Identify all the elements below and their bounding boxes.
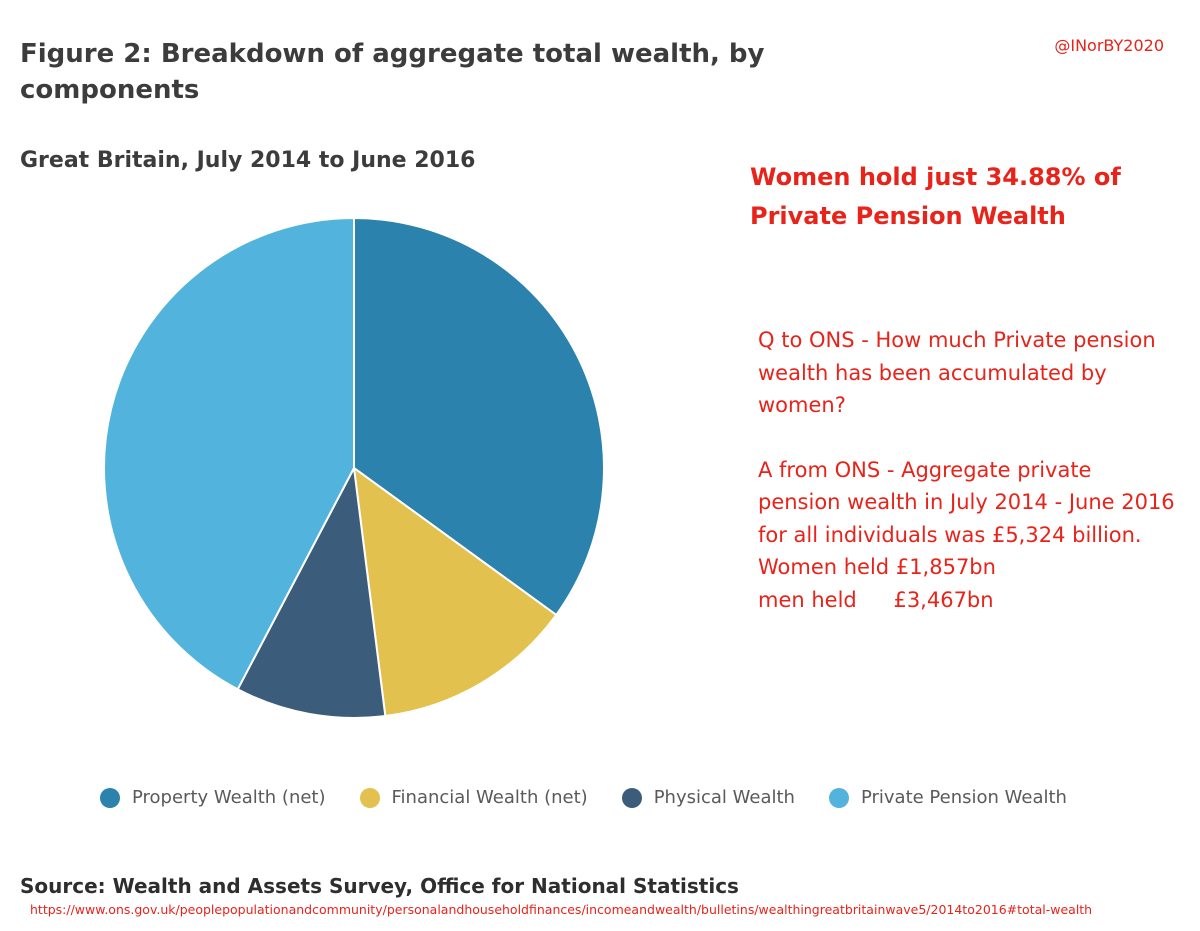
pie-slice-private-pension-wealth [103,216,355,691]
source-url[interactable]: https://www.ons.gov.uk/peoplepopulationa… [30,902,1093,917]
ons-answer: A from ONS - Aggregate private pension w… [758,457,1175,547]
women-label: Women held [758,555,890,579]
pie-slice-physical-wealth [236,464,387,719]
chart-title: Figure 2: Breakdown of aggregate total w… [20,39,765,105]
legend-swatch [621,787,642,808]
legend-item: Physical Wealth [621,787,795,808]
legend-item: Financial Wealth (net) [359,787,588,808]
chart-legend: Property Wealth (net) Financial Wealth (n… [100,787,1160,808]
twitter-handle: @INorBY2020 [1054,36,1164,55]
chart-subtitle: Great Britain, July 2014 to June 2016 [20,148,476,173]
men-amount: £3,467bn [893,587,994,612]
men-line: men held £3,467bn [758,584,1178,617]
women-line: Women held £1,857bn [758,551,1178,584]
legend-label: Physical Wealth [653,787,795,808]
pie-slice-financial-wealth-net [352,465,558,718]
legend-item: Private Pension Wealth [828,787,1067,808]
annotation-headline: Women hold just 34.88% of Private Pensio… [750,163,1121,230]
legend-label: Property Wealth (net) [132,787,326,808]
pie-chart [103,216,605,719]
legend-label: Private Pension Wealth [860,787,1067,808]
legend-swatch [359,787,380,808]
legend-label: Financial Wealth (net) [391,787,588,808]
pie-slice-property-wealth-net [353,216,605,617]
annotation-qa: Q to ONS - How much Private pension weal… [758,324,1178,616]
women-amount: £1,857bn [895,555,996,579]
source-credit: Source: Wealth and Assets Survey, Office… [20,874,739,898]
legend-swatch [100,787,120,808]
legend-item: Property Wealth (net) [100,787,326,808]
ons-question: Q to ONS - How much Private pension weal… [758,328,1156,417]
legend-swatch [828,787,849,808]
men-label: men held [758,587,857,612]
